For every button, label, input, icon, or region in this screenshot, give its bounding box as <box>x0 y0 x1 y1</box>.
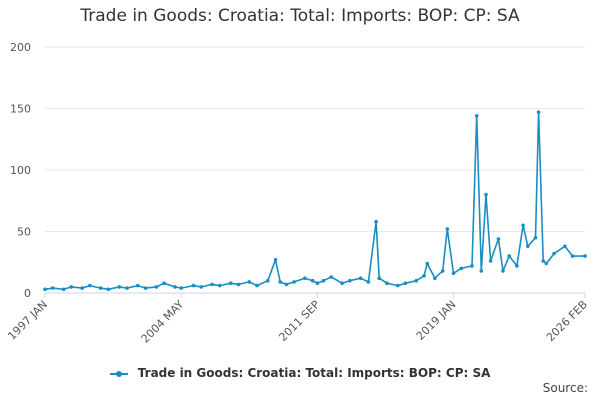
data-point[interactable] <box>154 285 159 289</box>
data-point[interactable] <box>544 261 549 266</box>
data-point[interactable] <box>106 287 111 292</box>
data-point[interactable] <box>507 254 512 258</box>
legend-item-label: Trade in Goods: Croatia: Total: Imports:… <box>137 366 491 380</box>
data-point[interactable] <box>117 285 122 289</box>
data-point[interactable] <box>451 271 456 276</box>
data-point[interactable] <box>173 285 177 289</box>
data-point[interactable] <box>310 278 315 283</box>
x-tick-label: 2004 MAY <box>139 298 187 346</box>
y-tick-label: 0 <box>24 287 31 300</box>
data-point[interactable] <box>583 254 587 258</box>
data-point[interactable] <box>541 259 545 263</box>
data-point[interactable] <box>358 276 363 281</box>
data-point[interactable] <box>50 286 55 290</box>
data-point[interactable] <box>284 282 289 287</box>
data-point[interactable] <box>459 266 464 271</box>
data-point[interactable] <box>536 110 541 114</box>
data-point[interactable] <box>440 269 445 273</box>
data-point[interactable] <box>433 276 437 281</box>
data-point[interactable] <box>484 192 488 197</box>
data-point[interactable] <box>303 276 307 281</box>
data-point[interactable] <box>80 286 84 290</box>
data-point[interactable] <box>445 227 450 231</box>
x-tick-label: 1997 JAN <box>5 298 50 343</box>
data-point[interactable] <box>396 283 400 288</box>
data-point[interactable] <box>136 283 140 288</box>
data-point[interactable] <box>533 235 538 240</box>
data-point[interactable] <box>563 244 567 249</box>
series-layer <box>43 110 587 292</box>
data-point[interactable] <box>479 269 484 273</box>
data-point[interactable] <box>143 286 148 290</box>
x-tick-label: 2019 JAN <box>414 298 459 343</box>
data-point[interactable] <box>474 114 479 118</box>
data-point[interactable] <box>348 278 352 283</box>
data-point[interactable] <box>199 285 204 289</box>
data-point[interactable] <box>273 258 278 262</box>
data-point[interactable] <box>340 281 344 286</box>
data-point[interactable] <box>521 223 525 228</box>
y-tick-label: 100 <box>10 164 31 177</box>
data-point[interactable] <box>374 219 378 224</box>
legend-swatch-icon <box>109 370 128 377</box>
y-tick-label: 200 <box>10 41 31 54</box>
x-tick-label: 2026 FEB <box>544 298 590 344</box>
data-point[interactable] <box>329 275 334 279</box>
data-point[interactable] <box>43 287 47 292</box>
data-point[interactable] <box>425 261 430 266</box>
axis-layer: 0 50 100 150 200 1997 JAN 2004 MAY 2011 SEP 2019… <box>5 41 590 346</box>
data-point[interactable] <box>496 237 501 241</box>
data-point[interactable] <box>88 283 92 288</box>
data-point[interactable] <box>321 278 326 283</box>
data-point[interactable] <box>191 283 196 288</box>
grid-layer <box>45 46 585 294</box>
data-point[interactable] <box>315 281 320 286</box>
y-tick-label: 150 <box>10 103 31 116</box>
data-point[interactable] <box>377 276 382 281</box>
source-label: Source: <box>542 381 588 395</box>
data-point[interactable] <box>266 278 270 283</box>
series-line <box>44 111 585 291</box>
data-point[interactable] <box>488 259 493 263</box>
data-point[interactable] <box>98 286 103 290</box>
data-point[interactable] <box>218 283 222 288</box>
data-point[interactable] <box>210 282 214 287</box>
data-point[interactable] <box>255 283 259 288</box>
data-point[interactable] <box>501 269 505 273</box>
data-point[interactable] <box>247 280 251 284</box>
data-point[interactable] <box>228 281 233 286</box>
data-point[interactable] <box>470 264 474 268</box>
data-point[interactable] <box>179 286 183 290</box>
x-tick-label: 2011 SEP <box>276 298 322 344</box>
data-point[interactable] <box>552 251 556 256</box>
data-point[interactable] <box>278 280 283 284</box>
data-point[interactable] <box>366 280 371 284</box>
data-point[interactable] <box>570 254 575 258</box>
data-point[interactable] <box>403 281 408 286</box>
chart-title: Trade in Goods: Croatia: Total: Imports:… <box>80 6 520 26</box>
data-point[interactable] <box>515 264 519 268</box>
data-point[interactable] <box>414 278 419 283</box>
data-point[interactable] <box>526 244 530 249</box>
legend[interactable]: Trade in Goods: Croatia: Total: Imports:… <box>0 366 600 380</box>
data-point[interactable] <box>422 274 426 278</box>
y-tick-label: 50 <box>17 226 31 239</box>
data-point[interactable] <box>292 280 296 284</box>
data-point[interactable] <box>162 281 166 286</box>
data-point[interactable] <box>69 285 74 289</box>
data-point[interactable] <box>61 287 66 292</box>
data-point[interactable] <box>125 286 129 290</box>
data-point[interactable] <box>385 281 389 286</box>
data-point[interactable] <box>236 282 241 287</box>
